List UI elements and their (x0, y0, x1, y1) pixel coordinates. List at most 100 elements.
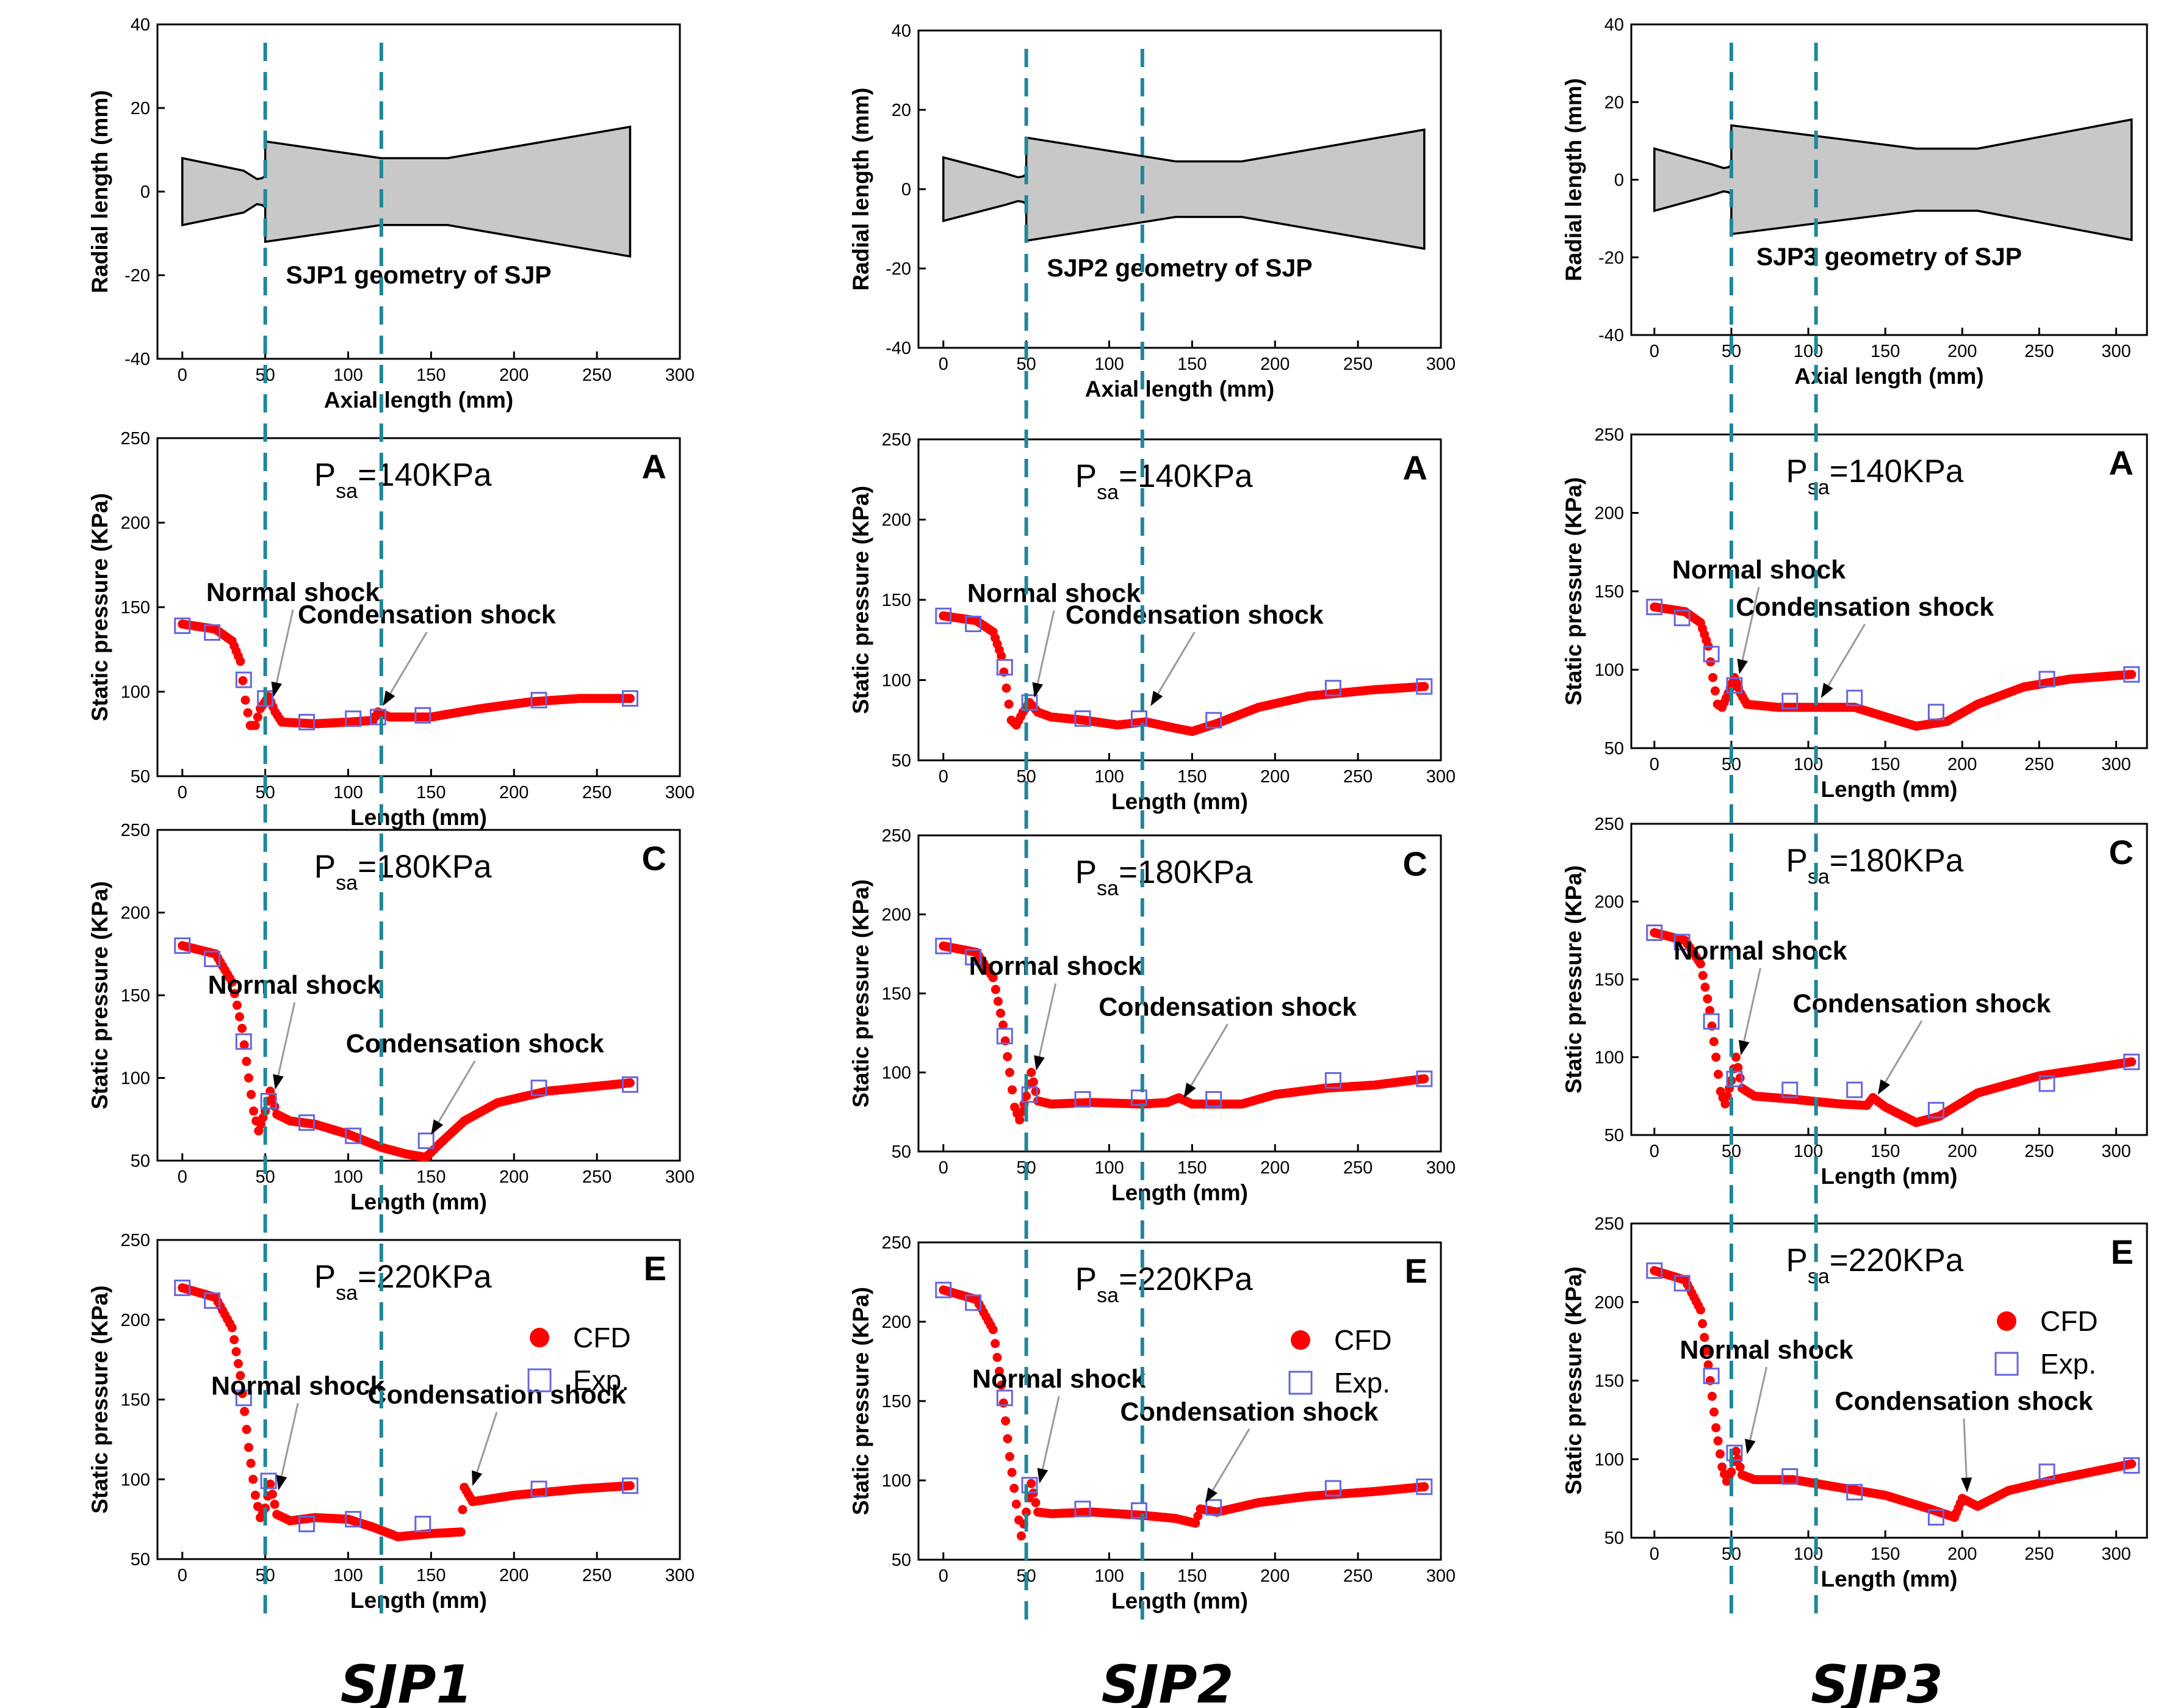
cfd-point (270, 1101, 280, 1111)
legend-cfd-marker (1997, 1311, 2016, 1331)
cfd-point (1016, 1531, 1026, 1541)
plot-frame (156, 1239, 681, 1560)
cfd-point (1026, 1068, 1036, 1077)
x-tick-label: 100 (1094, 1566, 1124, 1586)
psa-value: =220KPa (1830, 1242, 1964, 1278)
cfd-point (1008, 1085, 1017, 1095)
cfd-point (249, 1106, 259, 1116)
cfd-point (236, 657, 245, 666)
exp-point (2123, 1457, 2140, 1474)
x-tick-label: 250 (1343, 767, 1373, 787)
x-tick-label: 0 (939, 767, 948, 787)
cfd-series (1650, 928, 2137, 1128)
normal-shock-label: Normal shock (969, 952, 1142, 981)
y-tick-label: 40 (892, 21, 911, 41)
cfd-point (997, 651, 1006, 661)
psa-value: =180KPa (358, 849, 492, 885)
y-tick-label: 150 (121, 1391, 150, 1410)
exp-point (1130, 710, 1147, 727)
psa-subscript: sa (336, 871, 358, 895)
condensation-shock-arrow-head (383, 690, 395, 706)
x-tick-label: 100 (333, 1167, 363, 1187)
y-axis-label: Radial length (mm) (87, 90, 112, 293)
y-tick-label: 200 (1595, 504, 1624, 524)
cfd-point (1001, 1416, 1011, 1425)
column-sjp3: 0 50 100 150 200 250 300 -40 -20 0 20 40 Axial lengt… (1561, 15, 2148, 1591)
y-tick-label: 150 (121, 986, 150, 1006)
exp-point (1673, 610, 1690, 627)
cfd-point (992, 1353, 1002, 1362)
cfd-point (1004, 699, 1014, 709)
psa-value: =220KPa (1119, 1261, 1253, 1297)
y-tick-label: 50 (1604, 1529, 1624, 1548)
condensation-shock-label: Condensation shock (1066, 600, 1324, 630)
normal-shock-arrow-line (1036, 610, 1055, 684)
cfd-point (1003, 1434, 1012, 1444)
exp-point (1646, 599, 1663, 616)
cfd-point (250, 721, 260, 730)
condensation-shock-arrow-line (1884, 1020, 1923, 1083)
x-tick-label: 200 (1947, 1142, 1977, 1161)
exp-point (935, 607, 952, 624)
exp-point (2038, 1463, 2055, 1480)
cfd-point (1731, 1446, 1741, 1456)
cfd-point (1731, 1053, 1741, 1062)
legend-cfd-marker (1291, 1330, 1310, 1350)
cfd-point (1711, 1053, 1721, 1062)
y-tick-label: -40 (886, 339, 911, 358)
x-tick-label: 200 (1947, 755, 1977, 774)
y-tick-label: 200 (1595, 893, 1624, 912)
normal-shock-arrow-head (276, 1475, 287, 1491)
y-tick-label: 50 (892, 1142, 911, 1162)
exp-point (621, 690, 638, 707)
x-axis-label: Length (mm) (1111, 1180, 1248, 1205)
panel-letter: E (2111, 1233, 2134, 1271)
normal-shock-arrow-head (1738, 1040, 1750, 1056)
cfd-point (236, 1371, 245, 1380)
condensation-shock-arrow-line (1827, 624, 1866, 686)
x-tick-label: 250 (2024, 1142, 2054, 1161)
exp-point (1781, 1468, 1799, 1485)
y-axis-label: Static pressure (KPa) (87, 881, 112, 1109)
exp-point (1927, 704, 1944, 721)
column-captions-layer: SJP1 SJP2 SJP3 (341, 1654, 1943, 1708)
exp-point (621, 1477, 638, 1494)
cfd-point (253, 1502, 262, 1512)
cfd-point (2127, 1459, 2137, 1469)
condensation-shock-arrow-head (1183, 1083, 1196, 1098)
exp-point (2038, 1075, 2055, 1092)
exp-point (1646, 924, 1663, 941)
condensation-shock-arrow-head (1205, 1487, 1218, 1503)
cfd-point (1700, 982, 1710, 992)
cfd-series (939, 1285, 1429, 1541)
exp-point (298, 713, 316, 730)
cfd-point (998, 1398, 1008, 1408)
cfd-point (244, 1443, 253, 1452)
cfd-point (1713, 1436, 1723, 1446)
y-tick-label: 20 (131, 99, 150, 118)
x-tick-label: 300 (665, 1167, 695, 1187)
panel-letter: C (2109, 833, 2134, 871)
normal-shock-arrow-head (1034, 1055, 1045, 1071)
x-tick-label: 0 (939, 1158, 948, 1178)
cfd-point (1031, 1497, 1041, 1507)
x-tick-label: 300 (1426, 355, 1456, 374)
y-tick-label: 100 (121, 1470, 150, 1490)
exp-series (935, 1281, 1433, 1519)
x-tick-label: 200 (1260, 355, 1290, 374)
x-tick-label: 0 (178, 783, 187, 802)
nozzle-geometry-shape (942, 128, 1426, 250)
exp-point (204, 1292, 221, 1309)
normal-shock-label: Normal shock (206, 578, 380, 607)
normal-shock-arrow-line (1749, 1366, 1768, 1441)
cfd-point (625, 1481, 635, 1491)
exp-series (1646, 599, 2140, 721)
exp-point (530, 691, 547, 708)
cfd-point (1717, 1462, 1727, 1472)
x-axis-label: Length (mm) (350, 1588, 487, 1613)
x-tick-label: 100 (333, 366, 363, 385)
x-tick-label: 150 (1177, 1566, 1207, 1586)
x-tick-label: 150 (1177, 355, 1207, 374)
cfd-point (1735, 1073, 1745, 1083)
